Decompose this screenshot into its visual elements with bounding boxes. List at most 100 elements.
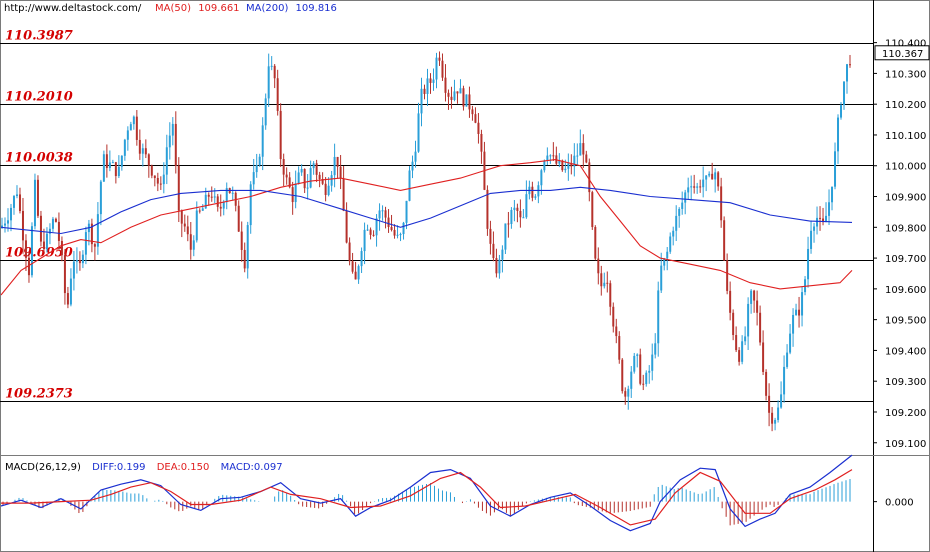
candle-body xyxy=(159,183,162,185)
candle-body xyxy=(687,187,690,193)
candle-body xyxy=(48,228,51,234)
candle-body xyxy=(9,207,12,221)
candle-body xyxy=(93,244,96,247)
candle-body xyxy=(543,160,546,171)
candle-body xyxy=(348,242,351,262)
candle-body xyxy=(825,215,828,223)
candle-body xyxy=(597,258,600,274)
candle-body xyxy=(840,105,843,118)
candle-body xyxy=(519,210,522,218)
candle-body xyxy=(573,155,576,167)
candle-body xyxy=(279,110,282,160)
candle-body xyxy=(495,258,498,274)
candle-body xyxy=(195,210,198,241)
candle-body xyxy=(828,202,831,216)
candle-body xyxy=(231,192,234,194)
candle-body xyxy=(198,210,201,212)
ma50-legend: MA(50) 109.661 xyxy=(155,3,240,14)
candle-body xyxy=(708,173,711,176)
candle-body xyxy=(360,251,363,267)
candle-body xyxy=(240,231,243,250)
candle-body xyxy=(849,64,852,66)
candle-body xyxy=(168,135,171,148)
candle-body xyxy=(225,188,228,203)
candle-body xyxy=(561,160,564,171)
source-url[interactable]: http://www.deltastock.com/ xyxy=(4,3,142,14)
candle-body xyxy=(714,172,717,180)
macd-panel: 0.000 xyxy=(0,454,914,532)
candle-body xyxy=(600,273,603,287)
candle-body xyxy=(24,240,27,258)
candle-body xyxy=(402,222,405,235)
candle-body xyxy=(78,260,81,264)
current-price-box xyxy=(874,45,930,61)
candle-body xyxy=(753,290,756,301)
candle-body xyxy=(33,179,36,227)
candle-body xyxy=(750,290,753,304)
candle-body xyxy=(0,225,3,228)
candle-body xyxy=(633,355,636,372)
candle-body xyxy=(342,178,345,211)
candle-body xyxy=(90,223,93,245)
candle-body xyxy=(201,208,204,211)
candle-body xyxy=(123,139,126,156)
candle-body xyxy=(534,196,537,198)
candle-body xyxy=(744,336,747,342)
candle-body xyxy=(522,217,525,219)
candle-body xyxy=(324,183,327,195)
candle-body xyxy=(672,230,675,237)
candle-body xyxy=(801,292,804,316)
candle-body xyxy=(459,88,462,94)
candle-body xyxy=(810,230,813,249)
candle-body xyxy=(489,228,492,244)
candle-body xyxy=(423,88,426,94)
ma200-line xyxy=(0,186,853,235)
candle-body xyxy=(141,148,144,154)
candle-body xyxy=(174,123,177,166)
candle-body xyxy=(693,186,696,188)
candle-body xyxy=(327,185,330,195)
candle-body xyxy=(585,154,588,163)
price-tick-label: 109.900 xyxy=(885,193,926,204)
candle-body xyxy=(12,196,15,208)
candle-body xyxy=(66,293,69,305)
candle-body xyxy=(414,151,417,162)
candle-body xyxy=(768,395,771,413)
price-tick-label: 110.200 xyxy=(885,100,926,111)
candle-body xyxy=(315,163,318,175)
candle-body xyxy=(222,202,225,209)
candle-body xyxy=(387,217,390,227)
candle-body xyxy=(576,155,579,157)
candle-body xyxy=(210,196,213,198)
candle-body xyxy=(756,300,759,313)
candle-body xyxy=(426,78,429,94)
candle-body xyxy=(438,57,441,61)
candle-body xyxy=(735,335,738,351)
price-tick-label: 110.400 xyxy=(885,39,926,50)
candle-body xyxy=(780,394,783,408)
candle-body xyxy=(720,186,723,221)
candle-body xyxy=(813,226,816,231)
candle-body xyxy=(165,147,168,175)
candle-body xyxy=(711,173,714,180)
candle-body xyxy=(456,91,459,94)
candle-body xyxy=(759,312,762,343)
candle-body xyxy=(81,254,84,264)
candle-body xyxy=(636,354,639,356)
ma50-value: 109.661 xyxy=(198,3,240,14)
candle-body xyxy=(690,186,693,188)
candle-body xyxy=(471,109,474,115)
candle-body xyxy=(51,218,54,229)
candle-body xyxy=(318,174,321,180)
candle-body xyxy=(39,215,42,242)
candle-body xyxy=(435,57,438,80)
candle-body xyxy=(705,175,708,180)
candle-body xyxy=(411,161,414,171)
macd-legend: MACD(26,12,9) DIFF:0.199 DEA:0.150 MACD:… xyxy=(5,462,283,473)
candle-body xyxy=(723,220,726,261)
candle-body xyxy=(798,309,801,316)
candle-body xyxy=(132,116,135,125)
candle-body xyxy=(582,143,585,155)
ma50-line xyxy=(0,159,853,296)
candle-body xyxy=(729,290,732,313)
